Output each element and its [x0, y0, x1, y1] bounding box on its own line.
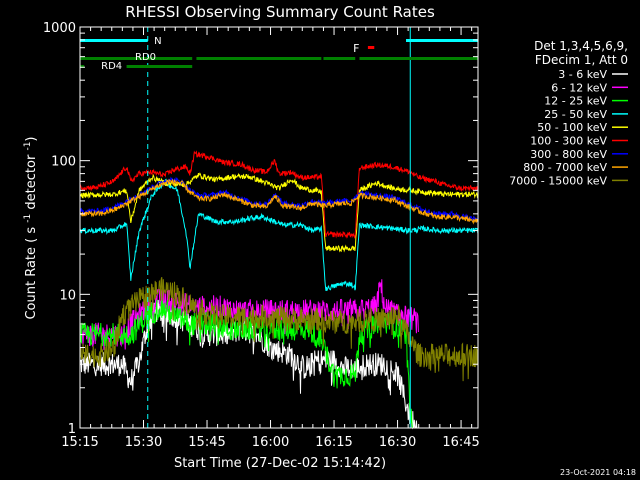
legend-label-8: 7000 - 15000 keV: [509, 174, 607, 187]
series-line-4: [79, 172, 479, 253]
series-line-1: [79, 279, 419, 351]
series-line-3: [79, 178, 479, 291]
series-line-8: [79, 277, 479, 382]
x-tick-label-4: 16:15: [315, 435, 352, 450]
y-tick-label-0: 1: [68, 422, 76, 437]
rd0-bar-0: [80, 57, 193, 60]
flare-bar-0: [367, 46, 375, 49]
series-line-7: [79, 178, 479, 225]
rd0-bar-2: [323, 57, 356, 60]
legend-label-4: 50 - 100 keV: [537, 121, 607, 134]
night-bar-1: [406, 39, 478, 42]
legend-label-5: 100 - 300 keV: [530, 135, 607, 148]
night-label: N: [154, 36, 161, 47]
x-tick-label-3: 16:00: [252, 435, 289, 450]
legend: Det 1,3,4,5,6,9, FDecim 1, Att 0 3 - 6 k…: [509, 39, 628, 187]
axes-layer: 15:15 15:30 15:45 16:00 16:15 16:30 16:45 1 10 10…: [43, 21, 480, 450]
rd0-bar-1: [196, 57, 322, 60]
y-axis-label: Count Rate ( s -1 detector -1): [19, 136, 39, 319]
legend-label-6: 300 - 800 keV: [530, 148, 607, 161]
legend-header-1: Det 1,3,4,5,6,9,: [534, 39, 628, 53]
y-axis-label-main: Count Rate (: [24, 238, 39, 320]
x-axis-label: Start Time (27-Dec-02 15:14:42): [174, 456, 386, 471]
legend-label-2: 12 - 25 keV: [544, 95, 607, 108]
y-axis-label-s: s: [24, 227, 39, 234]
y-tick-label-3: 1000: [43, 21, 76, 36]
legend-label-3: 25 - 50 keV: [544, 108, 607, 121]
night-bar-0: [80, 39, 148, 42]
legend-label-0: 3 - 6 keV: [558, 68, 607, 81]
y-axis-label-close: -1: [23, 142, 33, 151]
x-tick-label-2: 15:45: [188, 435, 225, 450]
rd0-label: RD0: [135, 52, 156, 63]
x-tick-label-0: 15:15: [61, 435, 98, 450]
plot-frame: [79, 26, 479, 429]
rd4-label: RD4: [101, 61, 122, 72]
timestamp-footer: 23-Oct-2021 04:18: [560, 468, 636, 477]
series-layer: [79, 150, 479, 430]
x-tick-label-1: 15:30: [125, 435, 162, 450]
rd4-bar-1: [126, 65, 193, 68]
rd4-bar-0: [80, 65, 85, 68]
y-tick-label-2: 100: [51, 155, 76, 170]
series-line-2: [79, 299, 415, 429]
x-tick-label-5: 16:30: [379, 435, 416, 450]
series-line-5: [79, 150, 479, 239]
legend-label-1: 6 - 12 keV: [551, 81, 607, 94]
y-axis-label-exp: -1: [23, 214, 33, 223]
rd0-bar-3: [359, 57, 478, 60]
chart-title: RHESSI Observing Summary Count Rates: [125, 3, 435, 21]
x-tick-label-6: 16:45: [442, 435, 479, 450]
y-tick-label-1: 10: [59, 288, 76, 303]
y-axis-label-unit: detector: [24, 154, 39, 210]
legend-header-2: FDecim 1, Att 0: [535, 53, 628, 67]
flare-label: F: [353, 42, 359, 55]
y-axis-label-close-paren: ): [24, 136, 39, 141]
legend-label-7: 800 - 7000 keV: [523, 161, 607, 174]
